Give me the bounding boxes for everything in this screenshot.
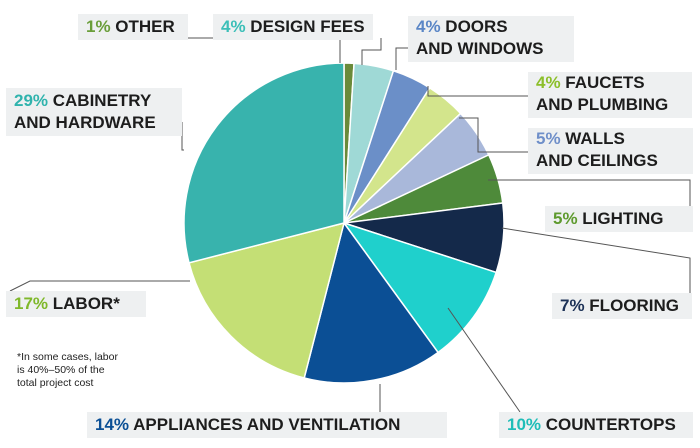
label-background: [6, 88, 182, 136]
slice-category: OTHER: [115, 17, 175, 36]
pie-slices: [183, 62, 505, 384]
leader-line-1: [361, 38, 382, 65]
label-background: [6, 291, 146, 317]
slice-category: LIGHTING: [582, 209, 663, 228]
slice-label-line-1: 5% WALLS: [536, 129, 625, 148]
slice-label-0: 1% OTHER: [78, 14, 188, 40]
pie-slice-7: [342, 221, 498, 354]
leader-line-10: [181, 122, 184, 151]
slice-category: AND HARDWARE: [14, 113, 156, 132]
slice-label-9: 17% LABOR*: [6, 291, 146, 317]
pie-slice-9: [188, 221, 346, 379]
slice-label-5: 5% LIGHTING: [545, 206, 693, 232]
slice-label-4: 5% WALLS AND CEILINGS: [528, 128, 693, 174]
slice-category: WALLS: [565, 129, 625, 148]
slice-percent: 5%: [536, 129, 565, 148]
slice-category: FLOORING: [589, 296, 679, 315]
slice-category: AND WINDOWS: [416, 39, 543, 58]
slice-category: LABOR*: [53, 294, 120, 313]
slice-percent: 4%: [536, 73, 565, 92]
slice-label-line-1: 4% DOORS: [416, 17, 508, 36]
slice-label-7: 10% COUNTERTOPS: [499, 412, 693, 438]
slice-category: APPLIANCES AND VENTILATION: [133, 415, 400, 434]
slice-label-line-2: AND PLUMBING: [536, 95, 668, 114]
footnote-line-3: total project cost: [17, 377, 94, 389]
slice-label-line-2: AND HARDWARE: [14, 113, 156, 132]
leader-line-7: [447, 307, 521, 413]
label-background: [545, 206, 693, 232]
leader-line-3: [427, 86, 528, 97]
slice-label-3: 4% FAUCETS AND PLUMBING: [528, 72, 692, 118]
slice-percent: 4%: [221, 17, 250, 36]
slice-percent: 29%: [14, 91, 53, 110]
slice-percent: 17%: [14, 294, 53, 313]
slice-label-line-1: 4% DESIGN FEES: [221, 17, 365, 36]
slice-category: AND PLUMBING: [536, 95, 668, 114]
slice-label-line-1: 29% CABINETRY: [14, 91, 152, 110]
slice-percent: 10%: [507, 415, 546, 434]
slice-category: DOORS: [445, 17, 507, 36]
slice-category: AND CEILINGS: [536, 151, 658, 170]
slice-category: FAUCETS: [565, 73, 644, 92]
footnote-line-1: *In some cases, labor: [17, 351, 118, 363]
leader-line-5: [488, 179, 691, 206]
slice-label-1: 4% DESIGN FEES: [213, 14, 373, 40]
labor-footnote: *In some cases, labor is 40%–50% of the …: [17, 351, 118, 389]
slice-category: COUNTERTOPS: [546, 415, 676, 434]
slice-label-line-1: 10% COUNTERTOPS: [507, 415, 676, 434]
slice-label-line-1: 17% LABOR*: [14, 294, 120, 313]
label-background: [499, 412, 693, 438]
leader-line-6: [501, 227, 691, 293]
slice-label-6: 7% FLOORING: [552, 293, 692, 319]
slice-label-2: 4% DOORS AND WINDOWS: [408, 16, 574, 62]
label-background: [528, 72, 692, 118]
slice-percent: 1%: [86, 17, 115, 36]
label-background: [87, 412, 447, 438]
slice-label-line-1: 5% LIGHTING: [553, 209, 664, 228]
label-background: [408, 16, 574, 62]
pie-slice-8: [303, 221, 440, 384]
footnote-line-2: is 40%–50% of the: [17, 364, 105, 376]
slice-label-line-2: AND CEILINGS: [536, 151, 658, 170]
slice-label-line-2: AND WINDOWS: [416, 39, 543, 58]
slice-percent: 4%: [416, 17, 445, 36]
label-background: [213, 14, 373, 40]
slice-percent: 7%: [560, 296, 589, 315]
slice-percent: 14%: [95, 415, 133, 434]
leader-line-4: [459, 117, 528, 153]
slice-label-line-1: 7% FLOORING: [560, 296, 679, 315]
slice-label-8: 14% APPLIANCES AND VENTILATION: [87, 412, 447, 438]
label-background: [78, 14, 188, 40]
slice-percent: 5%: [553, 209, 582, 228]
label-background: [552, 293, 692, 319]
slice-category: CABINETRY: [53, 91, 152, 110]
leader-line-2: [395, 47, 408, 70]
label-background: [528, 128, 693, 174]
slice-label-line-1: 14% APPLIANCES AND VENTILATION: [95, 415, 400, 434]
slice-label-10: 29% CABINETRY AND HARDWARE: [6, 88, 182, 136]
pie-slice-10: [183, 62, 345, 264]
slice-label-line-1: 4% FAUCETS: [536, 73, 645, 92]
slice-label-line-1: 1% OTHER: [86, 17, 175, 36]
slice-category: DESIGN FEES: [250, 17, 364, 36]
leader-line-9: [9, 280, 190, 292]
